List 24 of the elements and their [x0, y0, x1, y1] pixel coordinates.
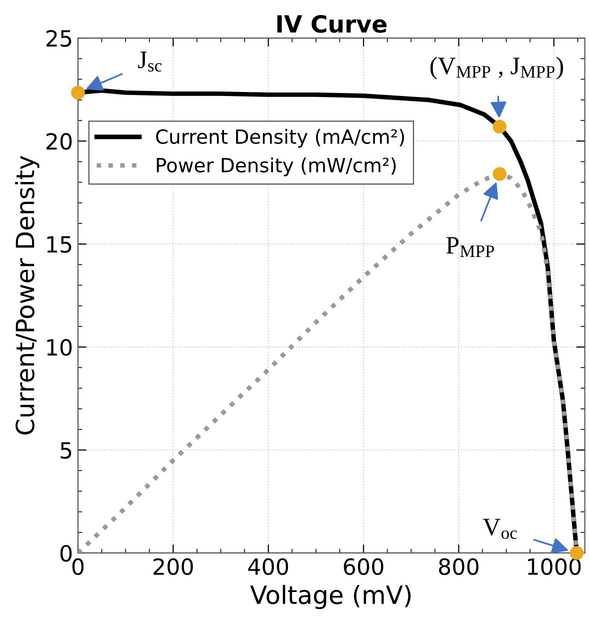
annotation: V$_{oc}$ [482, 518, 517, 539]
y-tick-label: 10 [47, 338, 72, 356]
point [492, 120, 507, 134]
x-tick-label: 800 [439, 558, 478, 576]
x-tick-label: 400 [248, 558, 288, 576]
x-tick-label: 0 [72, 558, 84, 576]
x-tick-label: 600 [344, 558, 384, 576]
y-axis-title: Current/Power Density [15, 156, 40, 435]
legend-label: Current Density (mA/cm²) [156, 128, 404, 148]
chart-title: IV Curve [277, 14, 386, 33]
y-tick-label: 25 [46, 30, 72, 47]
annotation: P$_{MPP}$ [446, 237, 494, 257]
point [492, 167, 507, 181]
annotation: J$_{sc}$ [138, 52, 162, 72]
x-tick-label: 200 [154, 558, 193, 576]
y-tick-label: 0 [60, 544, 72, 562]
y-tick-label: 20 [46, 133, 72, 150]
point [71, 86, 85, 100]
annotation: (V$_{MPP}$ , J$_{MPP}$) [430, 56, 564, 80]
x-tick-label: 1000 [528, 558, 581, 576]
y-tick-label: 15 [47, 236, 72, 253]
x-axis-title: Voltage (mV) [250, 584, 411, 610]
legend-label: Power Density (mW/cm²) [156, 157, 396, 176]
y-tick-label: 5 [60, 442, 72, 459]
